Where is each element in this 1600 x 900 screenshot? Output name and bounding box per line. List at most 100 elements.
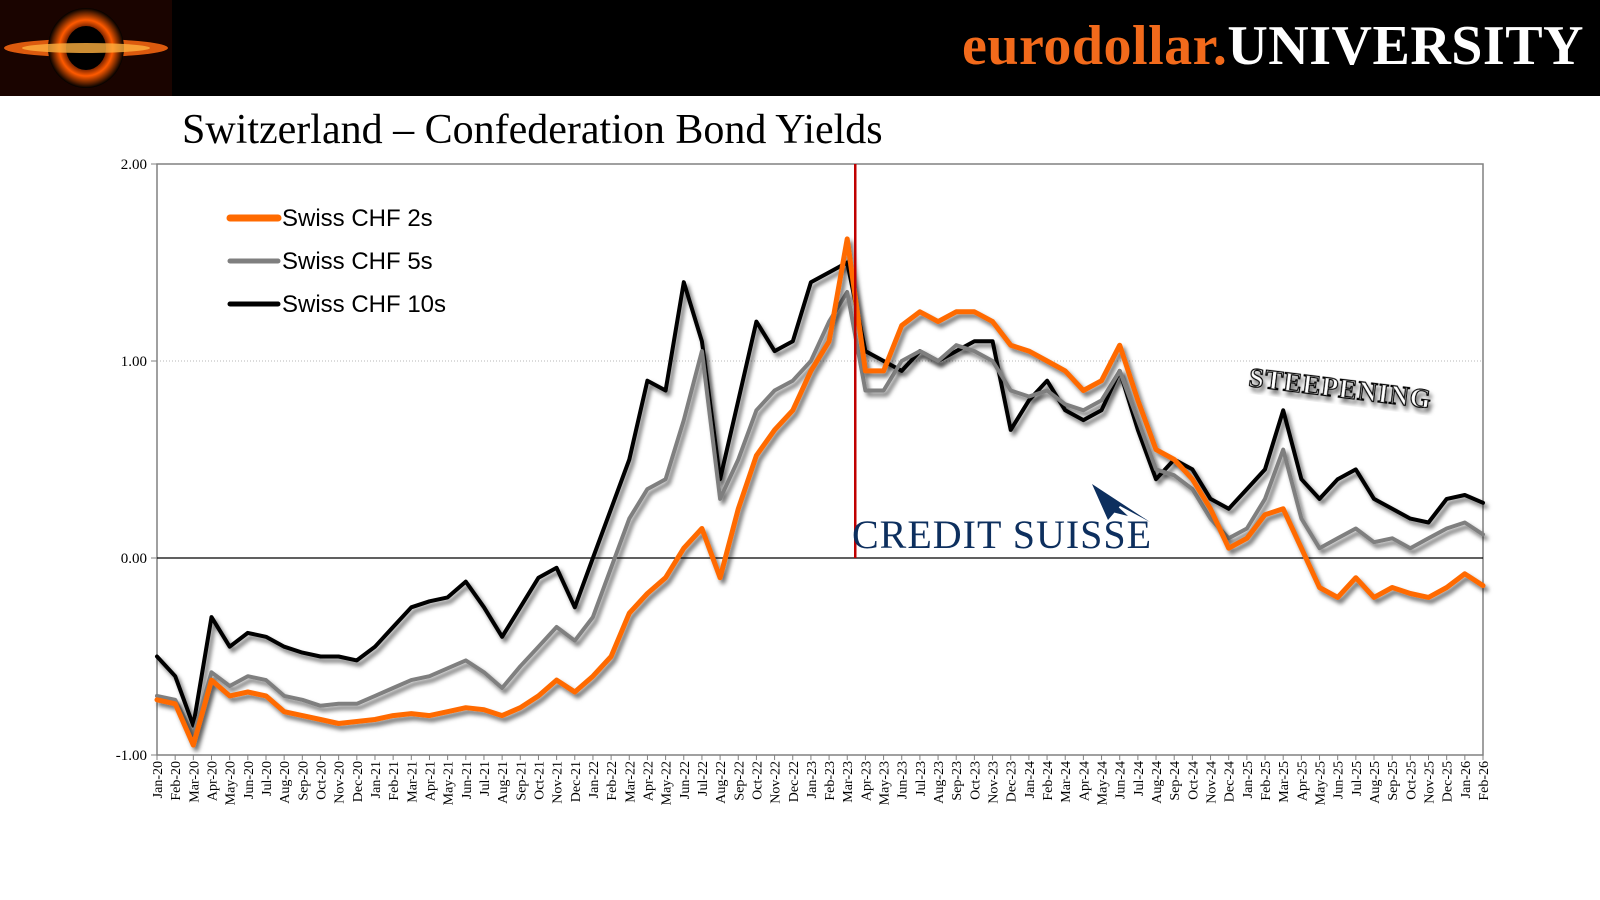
x-tick-label: Feb-20 [169, 761, 184, 801]
x-tick-label: Oct-25 [1404, 761, 1419, 800]
x-tick-label: Aug-24 [1150, 761, 1165, 804]
x-tick-label: Jan-23 [805, 761, 820, 798]
x-tick-label: Mar-24 [1059, 761, 1074, 803]
y-tick-label: 2.00 [121, 157, 147, 173]
x-tick-label: Jun-21 [460, 761, 475, 799]
x-tick-label: Mar-23 [841, 761, 856, 803]
x-tick-label: Dec-23 [1005, 761, 1020, 802]
plot-area [156, 163, 1484, 756]
x-tick-label: Feb-26 [1477, 761, 1492, 801]
credit-suisse-label: CREDIT SUISSE [852, 512, 1152, 557]
x-tick-label: Dec-20 [351, 761, 366, 802]
x-tick-label: Nov-20 [333, 761, 348, 804]
x-tick-label: Oct-21 [532, 761, 547, 800]
y-tick-label: 0.00 [121, 551, 147, 567]
brand-wordmark-part2: UNIVERSITY [1227, 15, 1584, 77]
legend-label: Swiss CHF 2s [282, 205, 433, 232]
series-line-swiss-chf-2s [154, 236, 1486, 748]
legend: Swiss CHF 2s Swiss CHF 5s Swiss CHF 10s [226, 205, 446, 318]
legend-label: Swiss CHF 5s [282, 248, 433, 275]
x-tick-label: Nov-21 [551, 761, 566, 804]
x-tick-label: Mar-20 [187, 761, 202, 803]
x-tick-label: Jul-24 [1132, 761, 1147, 796]
series-line-swiss-chf-5s [155, 290, 1485, 738]
brand-wordmark-part1: eurodollar. [962, 15, 1228, 77]
x-tick-label: Aug-21 [496, 761, 511, 804]
x-tick-label: May-23 [878, 761, 893, 805]
x-tick-label: Jan-21 [369, 761, 384, 798]
x-tick-label: Nov-22 [769, 761, 784, 804]
series-lines [154, 236, 1486, 748]
x-tick-label: Dec-25 [1441, 761, 1456, 802]
x-tick-label: Feb-23 [823, 761, 838, 801]
x-tick-label: Feb-25 [1259, 761, 1274, 801]
x-tick-label: Aug-25 [1368, 761, 1383, 804]
x-tick-label: Jul-23 [914, 761, 929, 796]
x-tick-label: Nov-23 [987, 761, 1002, 804]
chart-title: Switzerland – Confederation Bond Yields [182, 107, 883, 153]
x-tick-label: Jun-20 [242, 761, 257, 799]
x-tick-label: Feb-21 [387, 761, 402, 801]
x-tick-label: Aug-22 [714, 761, 729, 804]
x-tick-label: Aug-20 [278, 761, 293, 804]
series-line-swiss-chf-10s [155, 260, 1485, 728]
x-tick-label: May-24 [1096, 761, 1111, 805]
x-tick-label: Jul-25 [1350, 761, 1365, 796]
x-tick-label: Nov-24 [1205, 761, 1220, 804]
x-tick-label: Apr-21 [423, 761, 438, 801]
x-tick-label: Jun-22 [678, 761, 693, 799]
x-tick-label: Jan-22 [587, 761, 602, 798]
x-tick-label: Apr-24 [1077, 761, 1092, 801]
x-tick-label: Oct-23 [968, 761, 983, 800]
x-tick-label: Sep-24 [1168, 761, 1183, 801]
x-tick-label: Dec-21 [569, 761, 584, 802]
x-tick-label: Oct-20 [314, 761, 329, 800]
black-hole-logo-icon [0, 0, 172, 96]
y-tick-label: 1.00 [121, 354, 147, 370]
x-tick-label: Jun-24 [1114, 761, 1129, 799]
x-tick-label: Sep-20 [296, 761, 311, 801]
gridlines [157, 360, 1483, 559]
x-tick-label: Apr-20 [205, 761, 220, 801]
x-tick-label: Jul-21 [478, 761, 493, 796]
x-tick-label: Sep-23 [950, 761, 965, 801]
x-tick-label: Apr-22 [641, 761, 656, 801]
x-tick-label: Sep-25 [1386, 761, 1401, 801]
x-tick-label: Jun-23 [896, 761, 911, 799]
x-tick-label: May-25 [1314, 761, 1329, 805]
x-tick-label: Jan-26 [1459, 761, 1474, 798]
x-tick-label: Dec-22 [787, 761, 802, 802]
x-tick-label: Jan-25 [1241, 761, 1256, 798]
x-tick-label: Jan-24 [1023, 761, 1038, 798]
x-tick-label: May-21 [442, 761, 457, 805]
x-tick-label: Apr-23 [859, 761, 874, 801]
x-tick-label: Sep-21 [514, 761, 529, 801]
x-tick-label: Sep-22 [732, 761, 747, 801]
x-tick-label: May-20 [224, 761, 239, 805]
x-tick-label: Jul-22 [696, 761, 711, 796]
x-tick-label: Aug-23 [932, 761, 947, 804]
sails-icon [1092, 484, 1150, 522]
y-axis-ticks: -1.00 0.00 1.00 2.00 [116, 157, 157, 764]
x-tick-label: Feb-24 [1041, 761, 1056, 801]
x-tick-label: Dec-24 [1223, 761, 1238, 802]
y-tick-label: -1.00 [116, 748, 147, 764]
x-tick-label: Feb-22 [605, 761, 620, 801]
x-tick-label: Oct-24 [1186, 761, 1201, 800]
x-tick-label: Jul-20 [260, 761, 275, 796]
x-tick-label: Jun-25 [1332, 761, 1347, 799]
x-tick-label: Jan-20 [151, 761, 166, 798]
credit-suisse-logo: CREDIT SUISSE [852, 484, 1152, 557]
x-tick-label: Oct-22 [750, 761, 765, 800]
x-tick-label: Mar-22 [623, 761, 638, 803]
header-bar: eurodollar.UNIVERSITY [0, 0, 1600, 96]
x-tick-label: Mar-25 [1277, 761, 1292, 803]
x-tick-label: May-22 [660, 761, 675, 805]
x-tick-label: Apr-25 [1295, 761, 1310, 801]
x-tick-label: Nov-25 [1423, 761, 1438, 804]
brand-wordmark: eurodollar.UNIVERSITY [962, 8, 1584, 84]
x-tick-label: Mar-21 [405, 761, 420, 803]
x-axis-ticks: Jan-20 Feb-20 Mar-20 Apr-20 May-20 Jun-20 Jul-… [151, 755, 1492, 805]
legend-label: Swiss CHF 10s [282, 291, 446, 318]
